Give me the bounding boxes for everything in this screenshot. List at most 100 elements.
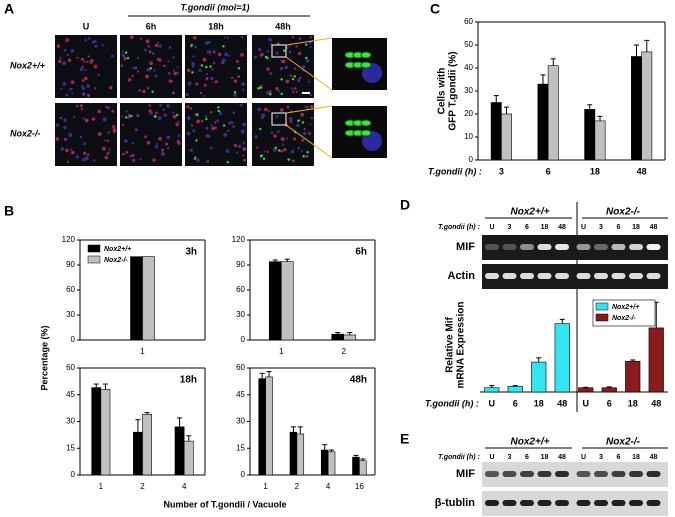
x-tick-label: 16: [355, 482, 364, 491]
nucleus: [239, 103, 243, 107]
parasite: [274, 146, 277, 149]
parasite: [222, 124, 226, 127]
nucleus: [84, 76, 88, 81]
lane-label: 3: [599, 224, 603, 231]
band: [485, 273, 499, 279]
nucleus: [166, 135, 171, 140]
nucleus: [79, 135, 83, 139]
band: [576, 273, 591, 279]
nucleus: [192, 55, 195, 58]
nucleus: [205, 115, 208, 118]
lane-label: 48: [650, 454, 658, 461]
band: [555, 500, 569, 506]
nucleus: [63, 125, 67, 130]
band: [629, 244, 643, 250]
nucleus: [84, 118, 89, 123]
band: [502, 500, 517, 506]
parasite: [205, 117, 208, 121]
nucleus: [301, 138, 305, 142]
nucleus: [167, 71, 171, 75]
lane-label: 48: [558, 454, 566, 461]
parasite: [217, 106, 220, 109]
nucleus: [104, 155, 109, 160]
nucleus: [138, 88, 142, 93]
nucleus: [91, 117, 96, 121]
y-tick-label: 40: [464, 63, 473, 72]
x-tick-label: 48: [651, 398, 661, 408]
nucleus: [134, 128, 138, 131]
band: [502, 471, 517, 477]
nucleus: [162, 108, 165, 111]
panel-label: B: [4, 203, 14, 219]
nucleus: [276, 130, 280, 134]
nucleus: [129, 154, 133, 158]
nucleus: [69, 87, 73, 91]
chart-title: 48h: [350, 375, 367, 386]
bar: [537, 83, 549, 161]
nucleus: [193, 113, 197, 116]
nucleus: [84, 68, 87, 72]
nucleus: [110, 54, 114, 58]
nucleus: [176, 71, 180, 75]
nucleus: [120, 64, 124, 68]
bar: [91, 387, 102, 476]
nucleus: [285, 79, 290, 84]
parasite: [297, 119, 300, 123]
legend-label: Nox2+/+: [104, 246, 131, 253]
nucleus: [154, 74, 158, 78]
nucleus: [157, 116, 162, 121]
band: [611, 500, 626, 506]
legend-swatch: [595, 302, 609, 311]
nucleus: [212, 61, 216, 65]
chart-title: 6h: [355, 247, 367, 258]
band: [537, 471, 552, 477]
nucleus: [134, 66, 138, 70]
parasite: [305, 56, 308, 60]
nucleus: [205, 73, 209, 76]
nucleus: [290, 149, 295, 154]
nucleus: [192, 129, 196, 133]
nucleus: [89, 61, 93, 65]
nucleus: [148, 104, 152, 107]
nucleus: [108, 151, 111, 154]
nucleus: [242, 154, 245, 157]
bar: [142, 414, 152, 476]
nucleus: [291, 35, 295, 39]
nucleus: [70, 148, 73, 151]
nucleus: [195, 82, 199, 86]
nucleus: [66, 160, 70, 164]
nucleus: [303, 128, 306, 131]
nucleus: [280, 149, 284, 153]
nucleus: [94, 87, 97, 90]
y-tick-label: 120: [232, 235, 246, 244]
x-tick-label: 1: [263, 482, 268, 491]
nucleus: [59, 116, 63, 120]
nucleus: [310, 116, 314, 120]
bar: [343, 334, 357, 341]
nucleus: [81, 86, 86, 91]
nucleus: [289, 74, 293, 77]
micrograph: [185, 103, 247, 166]
parasite: [293, 75, 296, 78]
nucleus: [167, 147, 170, 150]
nucleus: [186, 116, 191, 121]
nucleus: [281, 143, 285, 146]
x-tick-label: 48: [637, 166, 647, 176]
bar: [265, 376, 273, 476]
nucleus: [266, 50, 269, 53]
nucleus: [185, 93, 189, 97]
nucleus: [242, 122, 247, 127]
nucleus: [293, 67, 296, 70]
y-tick-label: 90: [236, 260, 245, 269]
bar: [183, 440, 194, 476]
nucleus: [152, 158, 156, 162]
nucleus: [254, 135, 258, 139]
nucleus: [228, 54, 231, 57]
nucleus: [86, 153, 90, 157]
parasite: [280, 92, 283, 96]
nucleus: [279, 66, 284, 71]
y-tick-label: 0: [469, 155, 474, 164]
nucleus: [79, 67, 83, 72]
nucleus: [301, 65, 306, 69]
lane-label: 6: [525, 454, 529, 461]
